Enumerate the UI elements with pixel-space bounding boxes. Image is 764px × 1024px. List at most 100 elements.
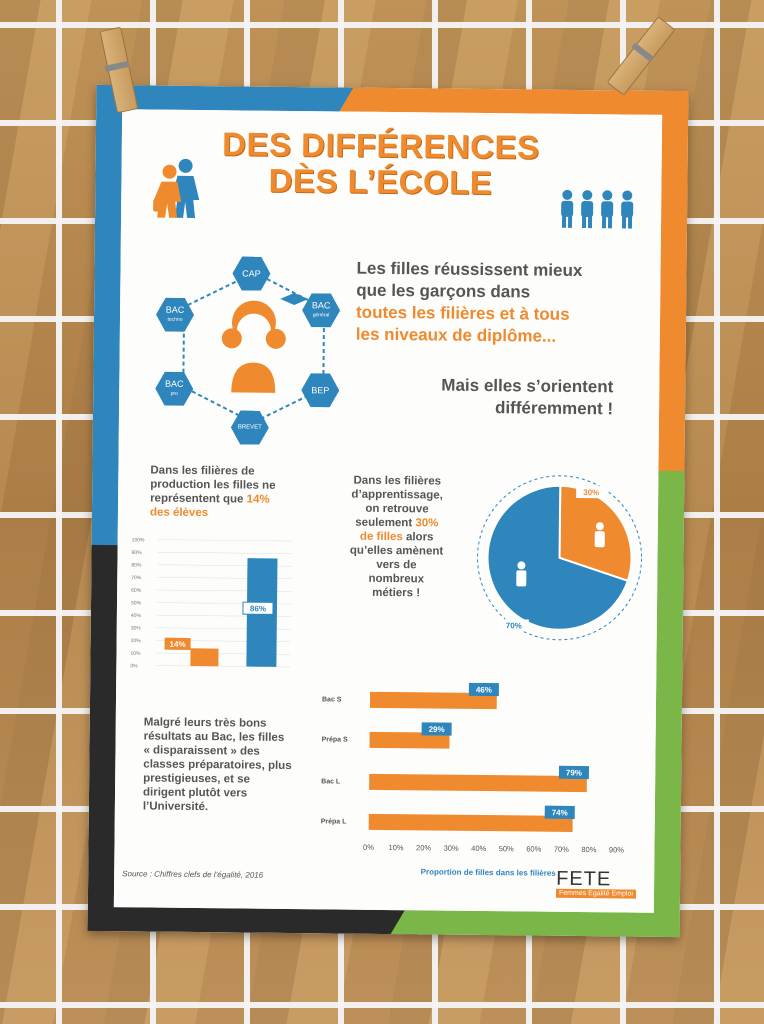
pie-label-box (576, 485, 607, 499)
hbar-label-box (544, 805, 575, 819)
hex-brevet-label: BREVET (237, 424, 262, 431)
y-tick-label: 40% (131, 613, 142, 619)
y-tick-label: 30% (131, 626, 142, 632)
y-tick-label: 70% (131, 575, 142, 581)
appr-line-6: alors (405, 531, 434, 544)
title-line-1: DES DIFFÉRENCES (221, 125, 540, 166)
x-tick-label: 20% (416, 843, 431, 852)
group-people-icon (561, 189, 634, 229)
appr-line-3: on retrouve (365, 502, 429, 516)
pie-slice-garçons (486, 484, 630, 631)
hex-bac-general-sub: général (312, 312, 330, 319)
poster-title: DES DIFFÉRENCES DÈS L’ÉCOLE (215, 125, 546, 202)
border-top-orange (339, 87, 689, 116)
child-walking-icon (153, 158, 200, 218)
production-tail: des élèves (149, 506, 209, 520)
hbar-category-label: Prépa S (322, 736, 348, 743)
x-tick-label: 90% (609, 845, 624, 854)
bar-label-box (242, 601, 274, 615)
intro-text: Les filles réussissent mieux que les gar… (356, 258, 647, 349)
appr-line-1: Dans les filières (353, 474, 442, 488)
hbar-Bac S (369, 691, 497, 710)
hex-bac-pro-label: BAC (165, 378, 184, 389)
source-text: Source : Chiffres clefs de l’égalité, 20… (122, 869, 264, 880)
hex-bac-techno-label: BAC (165, 304, 185, 315)
production-line-3: représentent que (150, 492, 244, 506)
y-tick-label: 50% (131, 600, 142, 606)
x-tick-label: 30% (444, 844, 459, 853)
appr-line-5: de filles (359, 530, 403, 544)
apprentissage-pie-chart: 30% 70% (477, 475, 643, 641)
x-axis-label: Proportion de filles dans les filières (421, 867, 557, 877)
hbar-Bac L (369, 773, 587, 793)
border-right-orange (658, 90, 689, 482)
production-text: Dans les filières de production les fill… (150, 464, 351, 522)
person-icon (594, 531, 605, 548)
hex-cap-label: CAP (242, 268, 261, 279)
y-tick-label: 100% (132, 537, 145, 543)
x-tick-label: 70% (554, 845, 569, 854)
bar-data-label: 14% (170, 640, 186, 649)
y-tick-label: 60% (131, 588, 142, 594)
hbar-data-label: 29% (429, 725, 445, 734)
hbar-category-label: Bac L (321, 778, 341, 785)
x-tick-label: 60% (526, 844, 541, 853)
malgre-line-7: l’Université. (142, 800, 209, 814)
appr-line-2: d’apprentissage, (351, 488, 443, 502)
title-line-2: DÈS L’ÉCOLE (268, 161, 493, 202)
x-tick-label: 40% (471, 844, 486, 853)
person-icon (517, 561, 526, 570)
y-tick-label: 10% (130, 651, 141, 657)
appr-line-8: vers de (376, 558, 417, 572)
intro-highlight-2: les niveaux de diplôme... (355, 324, 557, 346)
y-tick-label: 80% (131, 563, 142, 569)
hbar-label-box (421, 722, 452, 736)
appr-line-4: seulement (355, 516, 413, 530)
pie-data-label: 70% (506, 621, 522, 630)
intro-highlight-1: toutes les filières et à tous (355, 302, 570, 324)
mais-line-2: différemment ! (494, 398, 614, 419)
appr-line-10: métiers ! (372, 586, 421, 600)
appr-pct: 30% (415, 517, 439, 530)
prepa-bar-chart: Bac S 46% Prépa S 29% Bac L 79% Prépa L 74% 0% 10… (321, 682, 624, 878)
pie-label-box (498, 619, 529, 632)
hbar-label-box (558, 765, 590, 780)
bar-filles (190, 648, 219, 667)
gridline (157, 539, 292, 542)
bar-data-label: 86% (250, 604, 266, 613)
logo-sub: Femmes Egalité Emploi (555, 888, 636, 899)
apprentissage-text: Dans les filières d’apprentissage, on re… (321, 473, 472, 601)
mais-text: Mais elles s’orientent différemment ! (393, 374, 613, 420)
poster: DES DIFFÉRENCES DÈS L’ÉCOLE CAP BAC géné… (87, 84, 689, 938)
hbar-label-box (468, 682, 499, 697)
hbar-Prépa S (369, 731, 450, 749)
border-bottom-black (87, 906, 418, 935)
hex-bac-general-label: BAC (311, 300, 331, 311)
hex-bac-pro-sub: pro (170, 390, 178, 397)
x-tick-label: 50% (499, 844, 514, 853)
y-tick-label: 0% (130, 663, 138, 669)
hbar-data-label: 79% (566, 768, 582, 777)
hbar-category-label: Bac S (322, 696, 342, 703)
border-right-green (653, 470, 685, 938)
hbar-category-label: Prépa L (321, 818, 347, 825)
person-icon (516, 570, 527, 587)
hbar-data-label: 74% (552, 808, 568, 817)
logo-text: FETE (556, 867, 612, 891)
appr-line-7: qu’elles amènent (349, 544, 444, 558)
border-bottom-green (390, 910, 687, 938)
hbar-data-label: 46% (476, 685, 492, 694)
malgre-text: Malgré leurs très bons résultats au Bac,… (143, 715, 344, 815)
x-tick-label: 10% (388, 843, 403, 852)
bar-label-box (164, 637, 191, 650)
fete-logo: FETE Femmes Egalité Emploi (555, 867, 636, 899)
x-tick-label: 0% (363, 843, 374, 852)
x-tick-label: 80% (581, 845, 596, 854)
hbar-Prépa L (368, 813, 573, 832)
hex-bep-label: BEP (311, 385, 330, 396)
mais-line-1: Mais elles s’orientent (441, 375, 614, 397)
appr-line-9: nombreux (368, 572, 425, 586)
y-tick-label: 90% (132, 550, 143, 556)
gridline (157, 551, 292, 554)
intro-line-1: Les filles réussissent mieux (356, 258, 583, 281)
